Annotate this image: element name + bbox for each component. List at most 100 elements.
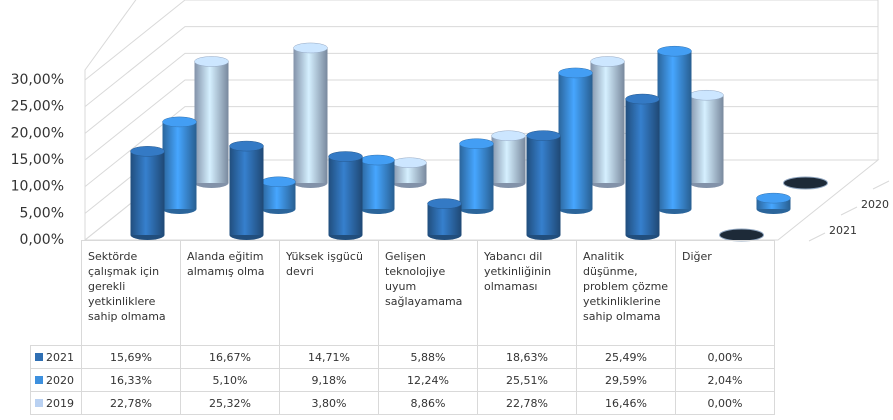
series-row: 2020 16,33% 5,10% 9,18% 12,24% 25,51% 29,59% 2,… — [30, 368, 775, 392]
legend-entry: 2020 — [30, 368, 82, 392]
bar-top — [328, 151, 363, 162]
bar-body — [229, 146, 264, 235]
bar — [293, 42, 328, 188]
bar-body — [657, 51, 692, 209]
bar-body — [491, 135, 526, 183]
value-label: 15,69% — [81, 345, 181, 369]
bar-top — [526, 130, 561, 141]
legend-label: 2021 — [46, 350, 74, 364]
grid-line — [84, 79, 878, 161]
bar — [590, 56, 625, 188]
category-label: Sektörde çalışmak için gerekli yetkinlik… — [81, 240, 181, 346]
y-tick-label: 15,00% — [11, 152, 64, 168]
value-label: 5,10% — [180, 368, 280, 392]
bar — [491, 130, 526, 188]
bar-top — [756, 192, 791, 204]
bar — [526, 130, 561, 240]
series-row: 2021 15,69% 16,67% 14,71% 5,88% 18,63% 25,49% 0… — [30, 345, 775, 369]
value-label: 3,80% — [279, 391, 379, 415]
bar-body — [392, 162, 427, 183]
y-tick-label: 0,00% — [20, 232, 64, 248]
grid-line — [84, 26, 878, 108]
y-tick-label: 10,00% — [11, 179, 64, 195]
value-label: 22,78% — [81, 391, 181, 415]
value-label: 25,32% — [180, 391, 280, 415]
bar-body — [625, 99, 660, 235]
value-label: 29,59% — [576, 368, 676, 392]
depth-label: 2021 — [829, 224, 857, 237]
bar — [229, 140, 264, 240]
bar — [459, 138, 494, 214]
legend-entry: 2019 — [30, 391, 82, 415]
bar — [783, 176, 828, 190]
bar-top — [162, 116, 197, 128]
value-label: 16,46% — [576, 391, 676, 415]
bar — [427, 198, 462, 240]
header-row: Sektörde çalışmak için gerekli yetkinlik… — [31, 240, 775, 346]
value-label: 16,33% — [81, 368, 181, 392]
bar-body — [162, 121, 197, 209]
bar-top — [261, 176, 296, 188]
value-label: 9,18% — [279, 368, 379, 392]
value-label: 0,00% — [675, 391, 775, 415]
bar — [756, 192, 791, 214]
value-label: 8,86% — [378, 391, 478, 415]
y-tick-label: 20,00% — [11, 125, 64, 141]
bar-top — [360, 154, 395, 166]
legend-swatch — [35, 375, 43, 384]
bar-top — [194, 56, 229, 67]
value-label: 18,63% — [477, 345, 577, 369]
category-label: Analitik düşünme, problem çözme yetkinli… — [576, 240, 676, 346]
bar-body — [328, 156, 363, 235]
legend-label: 2019 — [46, 396, 74, 410]
bar-top — [427, 198, 462, 209]
value-label: 22,78% — [477, 391, 577, 415]
bar — [194, 56, 229, 188]
value-label: 5,88% — [378, 345, 478, 369]
bar-top — [459, 138, 494, 149]
bar-body — [130, 151, 165, 235]
bar-top — [130, 146, 165, 157]
bar-top — [293, 42, 328, 54]
bar-body — [756, 198, 791, 209]
category-label: Alanda eğitim almamış olma — [180, 240, 280, 346]
legend-label: 2020 — [46, 373, 74, 387]
bar-body — [526, 135, 561, 235]
bar — [558, 67, 593, 214]
category-label: Yabancı dil yetkinliğinin olmaması — [477, 240, 577, 346]
category-label: Yüksek işgücü devri — [279, 240, 379, 346]
series-row: 2019 22,78% 25,32% 3,80% 8,86% 22,78% 16,46% 0,… — [30, 391, 775, 415]
value-label: 12,24% — [378, 368, 478, 392]
grid-line — [84, 52, 878, 134]
bar — [261, 176, 296, 214]
bar-top — [491, 130, 526, 141]
bar — [689, 89, 724, 188]
grid-line — [84, 0, 878, 81]
y-tick-label: 25,00% — [11, 99, 64, 115]
bar-body — [293, 47, 328, 184]
depth-tick — [808, 232, 826, 242]
legend-swatch — [35, 352, 43, 361]
bar-body — [590, 61, 625, 183]
data-table: Sektörde çalışmak için gerekli yetkinlik… — [30, 240, 775, 415]
depth-tick — [840, 206, 858, 216]
bar-body — [360, 160, 395, 209]
value-label: 2,04% — [675, 368, 775, 392]
bar-body — [194, 61, 229, 183]
back-wall — [84, 0, 879, 240]
bar-top — [657, 45, 692, 57]
value-label: 25,49% — [576, 345, 676, 369]
bar — [328, 151, 363, 240]
y-tick-label: 5,00% — [20, 205, 64, 221]
corner-cell — [31, 241, 82, 346]
value-label: 25,51% — [477, 368, 577, 392]
bar-top — [558, 67, 593, 79]
bar-body — [558, 72, 593, 210]
value-label: 16,67% — [180, 345, 280, 369]
bar — [162, 116, 197, 214]
bar-top — [229, 140, 264, 152]
bar — [625, 93, 660, 240]
bar-top — [392, 157, 427, 168]
